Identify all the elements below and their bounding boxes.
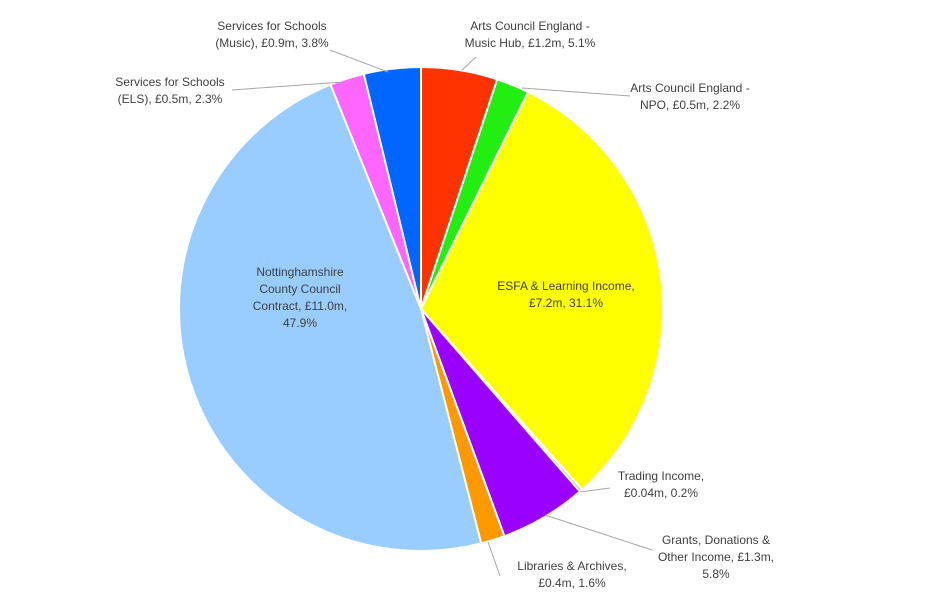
label-line: Music Hub, £1.2m, 5.1%: [465, 36, 596, 50]
label-line: Arts Council England -: [630, 81, 749, 95]
label-line: (Music), £0.9m, 3.8%: [215, 36, 329, 50]
label-line: County Council: [259, 282, 340, 296]
leader-line: [521, 87, 631, 97]
leader-line: [231, 81, 344, 91]
label-line: Services for Schools: [217, 19, 326, 33]
label-line: ESFA & Learning Income,: [497, 279, 634, 293]
data-label: Trading Income, £0.04m, 0.2%: [618, 469, 704, 500]
pie-slice: [362, 65, 422, 310]
label-line: NPO, £0.5m, 2.2%: [640, 98, 740, 112]
data-label: ESFA & Learning Income, £7.2m, 31.1%: [497, 279, 634, 310]
leader-line: [461, 56, 477, 71]
label-line: £0.4m, 1.6%: [538, 576, 606, 590]
data-label: Libraries & Archives, £0.4m, 1.6%: [517, 559, 626, 590]
label-line: Arts Council England -: [470, 19, 589, 33]
leader-line: [579, 487, 611, 493]
data-label: Services for Schools (ELS), £0.5m, 2.3%: [115, 75, 224, 106]
label-line: 5.8%: [702, 567, 730, 581]
label-line: Libraries & Archives,: [517, 559, 626, 573]
pie-slice: [178, 83, 483, 552]
label-line: 47.9%: [283, 316, 317, 330]
leader-line: [487, 541, 501, 577]
data-label: Grants, Donations & Other Income, £1.3m, 5…: [658, 533, 774, 581]
label-line: Other Income, £1.3m,: [658, 550, 774, 564]
leader-line: [329, 49, 389, 73]
label-line: (ELS), £0.5m, 2.3%: [118, 92, 223, 106]
label-line: Nottinghamshire: [256, 265, 344, 279]
label-line: Services for Schools: [115, 75, 224, 89]
data-label: Arts Council England - Music Hub, £1.2m, …: [465, 19, 596, 50]
label-line: £0.04m, 0.2%: [624, 486, 698, 500]
leader-line: [544, 514, 653, 551]
data-label: Services for Schools (Music), £0.9m, 3.8%: [215, 19, 329, 50]
label-line: £7.2m, 31.1%: [529, 296, 603, 310]
label-line: Grants, Donations &: [662, 533, 770, 547]
data-label: Nottinghamshire County Council Contract, £…: [253, 265, 348, 330]
label-line: Trading Income,: [618, 469, 704, 483]
data-label: Arts Council England - NPO, £0.5m, 2.2%: [630, 81, 749, 112]
label-line: Contract, £11.0m,: [253, 299, 348, 313]
pie-slice: [419, 90, 664, 491]
